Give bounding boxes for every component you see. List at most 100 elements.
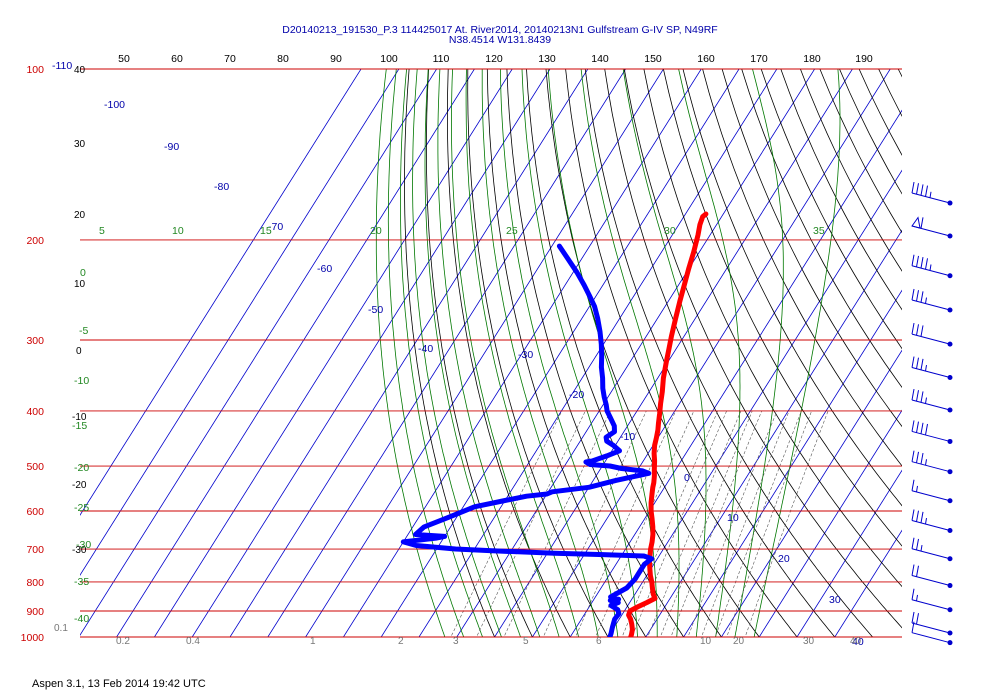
wind-barb-staff [911, 430, 951, 442]
mixing-ratio-label: 30 [803, 636, 815, 647]
wind-barb-feather [920, 257, 924, 269]
wind-barb [911, 288, 953, 313]
wind-barb-feather [920, 358, 924, 370]
isotherm-label: -80 [214, 181, 229, 193]
wind-barb-feather [920, 452, 924, 465]
wind-barb-station [947, 607, 953, 613]
isotherm-line [305, 69, 664, 637]
wind-barb-station [947, 307, 953, 313]
wind-barb [911, 621, 953, 646]
moist-adiabat-line [375, 69, 446, 637]
wind-barb-feather [916, 324, 919, 336]
wind-barb-feather [911, 479, 915, 491]
wind-barb [911, 216, 953, 239]
top-scale-label: 60 [171, 53, 183, 65]
mixing-ratio-line [670, 410, 762, 637]
wind-barb-feather [911, 288, 915, 301]
wind-barb-feather [916, 613, 919, 625]
wind-barb-staff [911, 333, 951, 345]
isotherm-line [645, 229, 902, 637]
dry-adiabat-line [897, 69, 902, 78]
wind-barb-feather [920, 217, 924, 229]
isotherm-label: -70 [268, 221, 283, 233]
mixing-ratio-label: 3 [453, 636, 459, 647]
isotherm-line [80, 69, 362, 516]
dry-adiabat-label: 20 [74, 210, 86, 221]
wind-barb-feather [911, 254, 915, 266]
wind-barb [911, 537, 953, 562]
wind-barb-staff [911, 299, 951, 311]
moist-adiabat-label: -15 [72, 420, 87, 432]
wind-barb-staff [911, 520, 951, 531]
wind-barb [911, 564, 953, 589]
wind-barb-staff [911, 575, 951, 587]
wind-barb-half-feather [925, 459, 927, 466]
wind-barb-feather [916, 290, 919, 302]
mixing-ratio-line [714, 410, 802, 637]
isotherm-line [720, 349, 902, 637]
moist-adiabat-label: 35 [813, 225, 825, 237]
wind-barb-station [947, 640, 953, 646]
moist-adiabat-label: 15 [260, 225, 272, 237]
dry-adiabat-line [741, 69, 902, 389]
wind-barb [911, 509, 953, 534]
wind-barb-feather [911, 537, 915, 549]
wind-barb [911, 388, 953, 413]
mixing-ratio-label: 2 [398, 636, 404, 647]
wind-barb-feather [925, 258, 928, 270]
moist-adiabat-line [412, 69, 502, 637]
mixing-ratio-label: 6 [596, 636, 602, 647]
isotherm-line [796, 469, 902, 637]
wind-barb-station [947, 375, 953, 381]
wind-barb-staff [911, 399, 951, 411]
wind-barb-half-feather [929, 191, 932, 198]
isobar-label: 300 [26, 335, 44, 347]
isobar-label: 200 [26, 235, 44, 247]
moist-adiabat-line [400, 69, 483, 637]
wind-barb-staff [911, 622, 951, 634]
mixing-ratio-label: 20 [733, 636, 745, 647]
top-scale-label: 180 [803, 53, 821, 65]
mixing-ratio-line [744, 410, 829, 637]
wind-barb-feather [920, 325, 924, 337]
wind-barb-staff [911, 265, 951, 277]
wind-barb-pennant [911, 216, 921, 229]
wind-barb-feather [911, 388, 915, 401]
wind-barb-half-feather [920, 545, 923, 552]
wind-barb-half-feather [925, 517, 927, 525]
mixing-ratio-label: 0.4 [186, 636, 200, 647]
isotherm-label: -60 [317, 263, 332, 275]
isotherm-label: 0 [684, 472, 690, 484]
wind-barb-feather [911, 588, 915, 600]
wind-barb-station [947, 233, 953, 239]
top-scale-label: 110 [433, 53, 450, 65]
wind-barb-feather [916, 357, 919, 369]
isotherm-label: 30 [829, 594, 841, 606]
wind-barb-feather [920, 511, 924, 523]
wind-barb-station [947, 556, 953, 562]
wind-barb-half-feather [925, 365, 927, 372]
dry-adiabat-label: 40 [74, 65, 86, 76]
top-scale-label: 80 [277, 53, 289, 65]
grid-layer [80, 69, 902, 637]
moist-adiabat-label: 0 [80, 267, 86, 279]
dry-adiabat-line [780, 69, 902, 311]
isobar-label: 400 [26, 406, 44, 418]
dry-adiabat-line [404, 69, 496, 637]
dry-adiabat-line [839, 69, 902, 195]
wind-barb-layer [911, 181, 953, 646]
mixing-ratio-line [726, 410, 812, 637]
mixing-ratio-line [575, 410, 676, 637]
wind-barb-feather [916, 255, 919, 268]
wind-barb-feather [916, 451, 919, 463]
isotherm-label: -40 [418, 343, 433, 355]
wind-barb-staff [911, 632, 951, 644]
moist-adiabat-label: 10 [172, 225, 184, 237]
isobar-label: 1000 [21, 632, 45, 644]
moist-adiabat-line [481, 69, 599, 637]
top-scale-label: 150 [644, 53, 662, 65]
wind-barb-staff [911, 599, 951, 611]
wind-barb-half-feather [916, 594, 918, 602]
mixing-ratio-label: 0.2 [116, 636, 130, 647]
moist-adiabat-line [547, 69, 658, 637]
